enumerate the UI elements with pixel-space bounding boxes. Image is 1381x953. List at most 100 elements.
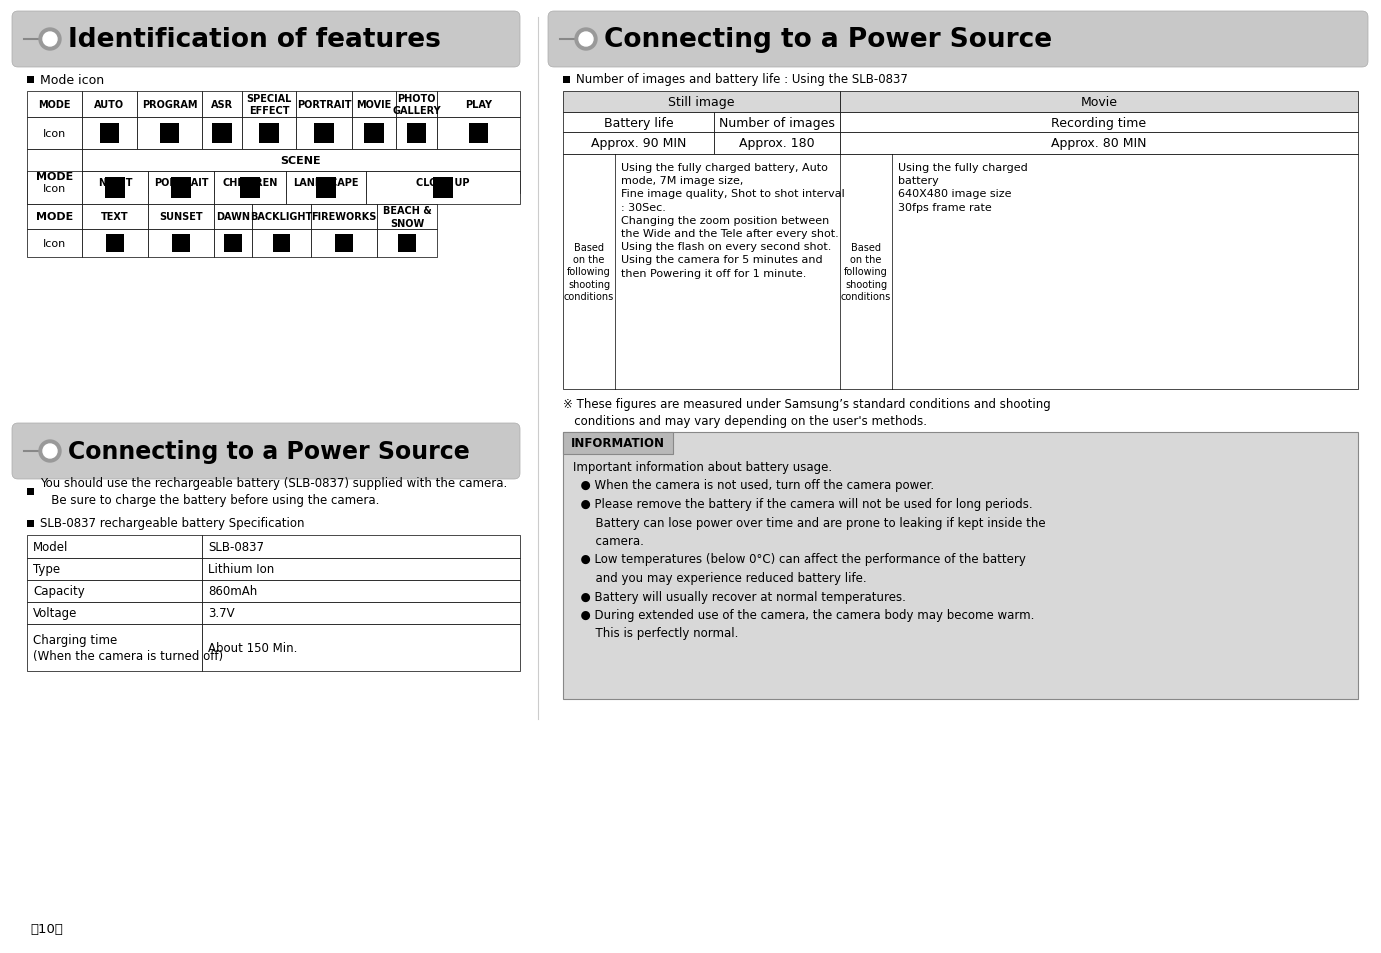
Text: SLB-0837 rechargeable battery Specification: SLB-0837 rechargeable battery Specificat…: [40, 517, 304, 530]
Text: MODE: MODE: [36, 172, 73, 182]
FancyBboxPatch shape: [12, 12, 521, 68]
Text: PLAY: PLAY: [465, 100, 492, 110]
Bar: [251, 230, 311, 257]
Bar: [81, 118, 137, 150]
Bar: [202, 118, 242, 150]
Bar: [28, 172, 81, 205]
Text: Important information about battery usage.
  ● When the camera is not used, turn: Important information about battery usag…: [573, 460, 1045, 639]
Bar: [436, 118, 521, 150]
Bar: [224, 235, 242, 253]
Bar: [81, 172, 148, 193]
Bar: [28, 536, 202, 558]
Bar: [240, 178, 260, 198]
Circle shape: [579, 33, 592, 47]
Bar: [81, 205, 148, 230]
Text: Charging time
(When the camera is turned off): Charging time (When the camera is turned…: [33, 634, 224, 662]
Circle shape: [39, 29, 61, 51]
Text: BEACH &
SNOW: BEACH & SNOW: [383, 206, 431, 229]
Bar: [840, 132, 1358, 154]
Bar: [202, 602, 521, 624]
Text: Number of images and battery life : Using the SLB-0837: Number of images and battery life : Usin…: [576, 73, 907, 87]
Bar: [28, 580, 202, 602]
Text: Movie: Movie: [1080, 96, 1117, 109]
Bar: [260, 124, 279, 144]
Bar: [214, 205, 251, 230]
Bar: [28, 488, 35, 495]
Text: PROGRAM: PROGRAM: [142, 100, 197, 110]
Text: Identification of features: Identification of features: [68, 27, 441, 53]
Bar: [714, 132, 840, 154]
Text: AUTO: AUTO: [94, 100, 124, 110]
Bar: [311, 230, 377, 257]
Bar: [81, 150, 521, 172]
FancyBboxPatch shape: [548, 12, 1369, 68]
Text: Based
on the
following
shooting
conditions: Based on the following shooting conditio…: [841, 242, 891, 302]
Bar: [214, 230, 251, 257]
Text: Mode icon: Mode icon: [40, 73, 104, 87]
Bar: [296, 91, 352, 118]
Bar: [202, 580, 521, 602]
Bar: [213, 124, 232, 144]
Bar: [28, 76, 35, 84]
Text: Still image: Still image: [668, 96, 735, 109]
Bar: [81, 230, 148, 257]
Bar: [352, 91, 396, 118]
Text: LANDSCAPE: LANDSCAPE: [293, 178, 359, 188]
Bar: [148, 172, 214, 205]
Text: CHILDREN: CHILDREN: [222, 178, 278, 188]
Text: PHOTO
GALLERY: PHOTO GALLERY: [392, 93, 441, 116]
Bar: [365, 124, 384, 144]
Bar: [202, 624, 521, 671]
Text: Icon: Icon: [43, 239, 66, 249]
Bar: [377, 230, 436, 257]
Bar: [840, 112, 1358, 132]
Text: You should use the rechargeable battery (SLB-0837) supplied with the camera.
   : You should use the rechargeable battery …: [40, 476, 507, 506]
Bar: [160, 124, 180, 144]
Bar: [273, 235, 290, 253]
Text: SLB-0837: SLB-0837: [209, 540, 264, 554]
Bar: [28, 520, 35, 527]
Bar: [81, 172, 148, 205]
Bar: [352, 118, 396, 150]
Circle shape: [574, 29, 597, 51]
Text: MODE: MODE: [39, 100, 70, 110]
Text: ASR: ASR: [211, 100, 233, 110]
Bar: [563, 433, 673, 455]
Circle shape: [39, 440, 61, 462]
Bar: [563, 433, 1358, 700]
Text: Connecting to a Power Source: Connecting to a Power Source: [603, 27, 1052, 53]
Bar: [366, 172, 521, 205]
Bar: [296, 118, 352, 150]
Text: Model: Model: [33, 540, 69, 554]
Text: Capacity: Capacity: [33, 585, 84, 598]
Text: Approx. 180: Approx. 180: [739, 137, 815, 151]
Bar: [316, 178, 336, 198]
Bar: [286, 172, 366, 205]
Bar: [81, 91, 137, 118]
Bar: [377, 205, 436, 230]
Bar: [563, 91, 840, 112]
Bar: [396, 118, 436, 150]
Text: TEXT: TEXT: [101, 213, 128, 222]
Bar: [28, 150, 81, 205]
Bar: [28, 624, 202, 671]
Bar: [137, 91, 202, 118]
Text: PORTRAIT: PORTRAIT: [297, 100, 351, 110]
Bar: [311, 205, 377, 230]
Bar: [242, 118, 296, 150]
Bar: [28, 230, 81, 257]
Bar: [406, 124, 427, 144]
Text: Using the fully charged battery, Auto
mode, 7M image size,
Fine image quality, S: Using the fully charged battery, Auto mo…: [621, 163, 845, 278]
Text: Approx. 80 MIN: Approx. 80 MIN: [1051, 137, 1146, 151]
Bar: [432, 178, 453, 198]
Text: 860mAh: 860mAh: [209, 585, 257, 598]
Bar: [214, 172, 286, 205]
Text: MOVIE: MOVIE: [356, 100, 392, 110]
Text: CLOSE UP: CLOSE UP: [416, 178, 470, 188]
Text: Number of images: Number of images: [720, 116, 836, 130]
Bar: [28, 91, 81, 118]
Text: Icon: Icon: [43, 129, 66, 139]
Bar: [148, 205, 214, 230]
Bar: [563, 76, 570, 84]
Circle shape: [43, 444, 57, 458]
